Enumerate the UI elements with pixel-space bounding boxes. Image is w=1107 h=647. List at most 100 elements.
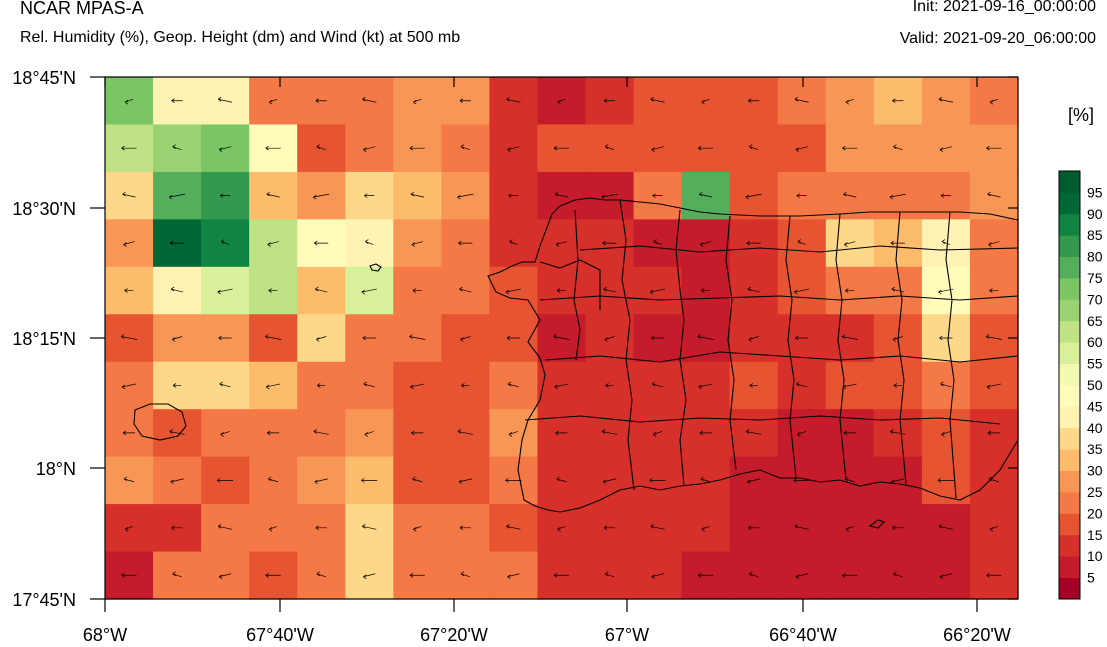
wind-arrow	[122, 430, 136, 436]
wind-arrow	[893, 383, 902, 388]
colorbar-label: 10	[1087, 548, 1103, 564]
wind-arrow	[893, 571, 903, 578]
humidity-cell	[201, 266, 250, 315]
wind-arrow	[410, 383, 425, 390]
wind-arrow	[796, 381, 808, 388]
humidity-cell	[921, 266, 971, 315]
wind-arrow	[457, 193, 474, 200]
wind-arrow	[363, 573, 376, 580]
wind-arrow	[553, 334, 570, 340]
humidity-cell	[249, 77, 298, 126]
humidity-cell	[729, 456, 779, 505]
colorbar-label: 95	[1087, 184, 1103, 200]
longitude-labels: 68°W 67°40'W 67°20'W 67°W 66°40'W 66°20'W	[83, 625, 1011, 645]
wind-arrow	[892, 525, 904, 531]
wind-arrow	[506, 524, 521, 530]
wind-arrow	[506, 96, 521, 103]
wind-arrow	[890, 429, 906, 435]
wind-arrow	[458, 240, 473, 246]
wind-arrow	[939, 146, 953, 152]
humidity-cell	[345, 409, 394, 458]
colorbar-label: 55	[1087, 356, 1103, 372]
wind-arrow	[219, 381, 231, 388]
wind-arrow	[217, 524, 233, 530]
wind-arrow	[120, 334, 138, 340]
humidity-cell	[345, 551, 394, 600]
wind-arrow	[219, 193, 231, 198]
wind-arrow	[650, 524, 665, 530]
lat-label: 18°N	[36, 459, 76, 479]
colorbar-units: [%]	[1068, 105, 1094, 125]
colorbar-label: 15	[1087, 527, 1103, 543]
wind-arrow	[458, 478, 472, 485]
wind-arrow	[121, 145, 137, 151]
wind-arrow	[170, 478, 184, 485]
colorbar-label: 25	[1087, 484, 1103, 500]
wind-arrow	[987, 430, 1000, 436]
humidity-cell	[681, 77, 731, 126]
humidity-cell	[825, 219, 875, 268]
wind-arrow	[220, 431, 230, 437]
wind-arrow	[268, 98, 278, 105]
humidity-cell	[489, 124, 539, 173]
humidity-cell	[921, 551, 971, 600]
wind-arrow	[314, 240, 329, 246]
colorbar-label: 20	[1087, 505, 1103, 521]
humidity-cell	[921, 124, 971, 173]
wind-arrow	[364, 193, 375, 198]
wind-arrow	[844, 241, 856, 247]
wind-arrow	[171, 525, 183, 531]
wind-arrow	[268, 525, 278, 532]
mona-island-coastline	[133, 403, 187, 441]
wind-arrow	[412, 288, 422, 293]
colorbar-label: 70	[1087, 291, 1103, 307]
wind-arrow	[892, 98, 904, 104]
wind-arrow	[842, 572, 858, 578]
wind-arrow	[748, 336, 759, 342]
wind-arrow	[364, 431, 374, 437]
colorbar-swatch	[1059, 449, 1080, 471]
wind-arrow	[266, 430, 280, 436]
wind-arrow	[940, 193, 951, 198]
wind-arrow	[797, 431, 807, 437]
lon-label: 67°20'W	[420, 625, 488, 645]
humidity-cell	[393, 219, 442, 268]
wind-arrow	[938, 96, 953, 103]
wind-arrow	[508, 193, 519, 198]
lon-label: 66°40'W	[769, 625, 837, 645]
wind-arrow	[602, 240, 617, 246]
colorbar-swatch	[1059, 299, 1080, 322]
colorbar-swatch	[1059, 556, 1080, 578]
humidity-cell	[825, 77, 875, 126]
init-time: Init: 2021-09-16_00:00:00	[912, 0, 1096, 15]
wind-arrow	[795, 146, 808, 152]
wind-arrow	[557, 98, 566, 105]
wind-arrow	[169, 240, 185, 246]
wind-arrow	[605, 383, 614, 388]
wind-arrow	[124, 288, 134, 293]
wind-arrow	[749, 144, 759, 151]
wind-arrow	[171, 98, 183, 104]
wind-arrow	[746, 429, 762, 435]
wind-arrow	[699, 430, 712, 436]
wind-arrow	[457, 429, 473, 435]
wind-arrow	[553, 145, 569, 151]
colorbar-swatch	[1059, 342, 1080, 364]
wind-arrow	[313, 193, 330, 200]
lon-label: 67°W	[605, 625, 649, 645]
wind-arrow	[650, 96, 665, 103]
wind-arrow	[363, 381, 375, 388]
wind-arrow	[604, 336, 615, 342]
wind-arrow	[411, 430, 424, 436]
colorbar-label: 90	[1087, 206, 1103, 222]
wind-arrow	[123, 476, 135, 483]
wind-arrow	[603, 98, 616, 104]
wind-arrow	[699, 241, 712, 247]
wind-arrow	[749, 571, 759, 578]
wind-arrow	[316, 144, 326, 151]
wind-arrow	[937, 478, 954, 483]
wind-arrow	[793, 478, 810, 483]
wind-arrow	[460, 336, 471, 342]
wind-arrow	[554, 383, 569, 390]
wind-arrow	[220, 239, 230, 245]
